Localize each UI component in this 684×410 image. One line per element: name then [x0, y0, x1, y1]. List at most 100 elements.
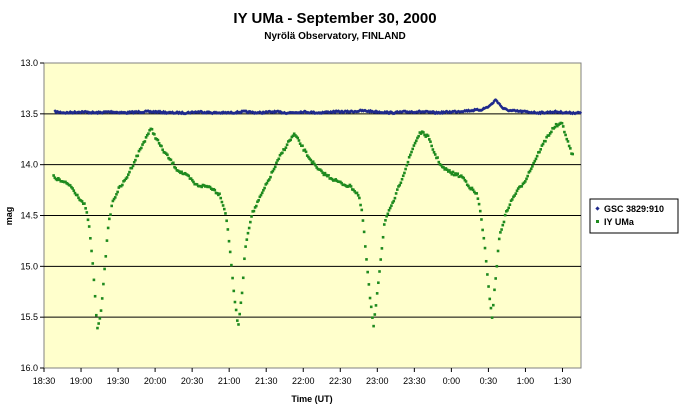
data-point: [77, 196, 80, 200]
data-point: [368, 296, 372, 300]
data-point: [490, 316, 494, 319]
x-tick-label: 1:30: [554, 376, 572, 386]
data-point: [292, 132, 296, 136]
data-point: [263, 186, 266, 190]
data-point: [200, 185, 204, 189]
data-point: [393, 196, 397, 200]
data-point: [516, 187, 520, 190]
data-point: [64, 180, 67, 184]
data-point: [250, 215, 253, 218]
data-point: [365, 258, 368, 261]
data-point: [231, 276, 234, 280]
data-point: [226, 228, 230, 231]
data-point: [359, 203, 362, 207]
data-point: [401, 174, 405, 178]
data-point: [508, 203, 512, 206]
data-point: [140, 146, 143, 150]
data-point: [445, 168, 449, 172]
legend-marker-comparison: [595, 206, 600, 211]
data-point: [145, 133, 149, 137]
data-point: [540, 144, 544, 147]
data-point: [412, 144, 416, 147]
data-point: [541, 142, 545, 146]
y-tick-label: 15.0: [20, 261, 38, 271]
x-tick-label: 20:00: [144, 376, 167, 386]
data-point: [510, 198, 514, 201]
data-point: [313, 162, 316, 166]
data-point: [452, 173, 456, 177]
data-point: [73, 191, 77, 195]
x-tick-label: 21:30: [255, 376, 278, 386]
data-point: [428, 138, 431, 141]
data-point: [423, 133, 426, 137]
data-point: [432, 150, 436, 154]
data-point: [475, 192, 479, 195]
data-point: [456, 172, 460, 176]
legend-label-comparison: GSC 3829:910: [604, 204, 664, 214]
data-point: [305, 154, 309, 157]
data-point: [497, 237, 501, 241]
data-point: [106, 226, 110, 230]
data-point: [103, 267, 106, 271]
data-point: [320, 169, 323, 173]
data-point: [348, 183, 352, 187]
data-point: [102, 282, 105, 286]
data-point: [132, 160, 136, 164]
data-point: [281, 151, 284, 155]
data-point: [334, 178, 337, 181]
data-point: [514, 192, 518, 195]
data-point: [547, 134, 551, 137]
y-tick-label: 13.0: [20, 58, 38, 68]
data-point: [394, 192, 398, 195]
data-point: [398, 183, 401, 187]
data-point: [487, 285, 490, 288]
data-point: [227, 239, 231, 243]
data-point: [513, 194, 516, 197]
data-point: [366, 270, 369, 274]
data-point: [234, 308, 238, 312]
x-tick-label: 0:30: [480, 376, 498, 386]
data-point: [148, 129, 151, 132]
data-point: [58, 178, 61, 181]
data-point: [130, 166, 134, 170]
data-point: [315, 166, 319, 169]
data-point: [83, 202, 86, 205]
data-point: [218, 192, 221, 196]
data-point: [462, 176, 465, 180]
data-point: [297, 139, 301, 142]
x-tick-label: 21:00: [218, 376, 241, 386]
data-point: [96, 326, 99, 330]
data-point: [260, 191, 264, 195]
data-point: [554, 122, 558, 126]
data-point: [190, 178, 194, 182]
data-point: [225, 219, 228, 223]
data-point: [362, 230, 366, 234]
data-point: [259, 193, 263, 197]
legend-label-target: IY UMa: [604, 217, 635, 227]
data-point: [399, 181, 403, 185]
chart-subtitle: Nyrölä Observatory, FINLAND: [264, 31, 406, 42]
data-point: [232, 289, 236, 293]
data-point: [108, 217, 111, 221]
data-point: [419, 132, 423, 135]
data-point: [147, 132, 150, 135]
data-point: [136, 154, 140, 158]
data-point: [113, 196, 117, 199]
data-point: [215, 191, 219, 195]
data-point: [219, 196, 223, 200]
data-point: [548, 132, 552, 135]
data-point: [520, 185, 524, 188]
data-point: [500, 228, 503, 231]
data-point: [448, 169, 451, 172]
data-point: [265, 181, 269, 185]
data-point: [381, 235, 385, 239]
data-point: [105, 239, 109, 242]
data-point: [522, 181, 526, 185]
data-point: [134, 158, 137, 162]
data-point: [241, 276, 245, 280]
data-point: [553, 125, 557, 129]
data-point: [291, 134, 295, 138]
data-point: [507, 206, 511, 210]
data-point: [330, 177, 334, 181]
x-tick-label: 23:00: [366, 376, 389, 386]
